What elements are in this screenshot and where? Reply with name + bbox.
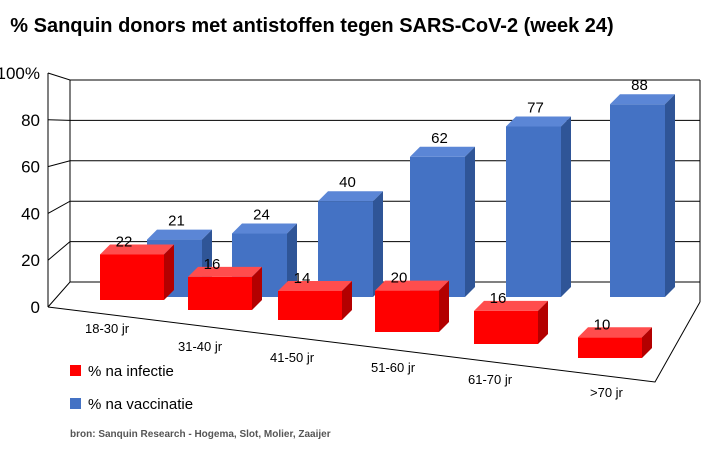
- data-label-infectie: 10: [594, 316, 611, 333]
- legend-label-infectie: % na infectie: [88, 363, 174, 380]
- bar-infectie-front: [578, 337, 642, 358]
- y-tick-label: 20: [21, 251, 40, 270]
- x-tick-label: 18-30 jr: [85, 321, 130, 336]
- bar-infectie: [100, 244, 174, 300]
- bar-vaccinatie-side: [465, 146, 475, 297]
- bar-vaccinatie-front: [410, 156, 465, 297]
- bar-infectie-front: [474, 310, 538, 344]
- bar-infectie: [375, 280, 449, 332]
- data-label-vaccinatie: 21: [168, 213, 185, 230]
- bar-infectie-side: [538, 300, 548, 344]
- bar-infectie: [188, 266, 262, 310]
- bar-infectie-side: [164, 244, 174, 300]
- bar-infectie-top: [474, 300, 548, 311]
- x-tick-label: 51-60 jr: [371, 360, 416, 375]
- bar-vaccinatie-top: [318, 191, 383, 202]
- data-label-infectie: 20: [391, 270, 408, 287]
- bar-vaccinatie: [410, 146, 475, 297]
- data-label-vaccinatie: 88: [631, 77, 648, 94]
- gridline: [47, 160, 700, 168]
- bar-infectie: [578, 327, 652, 358]
- x-tick-label: 41-50 jr: [270, 350, 315, 365]
- data-label-infectie: 14: [294, 270, 311, 287]
- bar-vaccinatie-front: [610, 104, 665, 298]
- legend-swatch-vaccinatie: [70, 398, 81, 409]
- floor-edge: [47, 301, 701, 383]
- y-tick-label: 80: [21, 111, 40, 130]
- bar-vaccinatie-top: [610, 94, 675, 105]
- y-tick-label: 100%: [0, 64, 40, 83]
- data-label-vaccinatie: 62: [431, 130, 448, 147]
- grid: [47, 72, 701, 383]
- bar-vaccinatie-side: [665, 94, 675, 298]
- bar-vaccinatie-front: [506, 126, 561, 298]
- bar-infectie-top: [278, 281, 352, 292]
- bar-vaccinatie-side: [373, 191, 383, 297]
- bar-infectie-front: [188, 276, 252, 310]
- bar-infectie-front: [375, 290, 439, 332]
- data-label-infectie: 22: [116, 233, 133, 250]
- data-label-vaccinatie: 77: [527, 99, 544, 116]
- bar-infectie-top: [100, 244, 174, 255]
- bar-infectie-top: [578, 327, 652, 338]
- legend-label-vaccinatie: % na vaccinatie: [88, 396, 193, 413]
- bar-infectie-front: [100, 254, 164, 300]
- y-tick-label: 60: [21, 158, 40, 177]
- x-tick-label: 61-70 jr: [468, 372, 513, 387]
- bar-vaccinatie-top: [410, 146, 475, 157]
- bar-infectie-top: [375, 280, 449, 291]
- source-note: bron: Sanquin Research - Hogema, Slot, M…: [70, 429, 331, 440]
- data-label-vaccinatie: 40: [339, 174, 356, 191]
- data-label-infectie: 16: [204, 256, 221, 273]
- data-label-infectie: 16: [490, 290, 507, 307]
- gridline: [47, 119, 700, 121]
- legend-swatch-infectie: [70, 365, 81, 376]
- data-label-vaccinatie: 24: [253, 207, 270, 224]
- bar-infectie-side: [642, 327, 652, 358]
- bar-vaccinatie: [506, 116, 571, 298]
- bar-vaccinatie-top: [506, 116, 571, 127]
- chart-title: % Sanquin donors met antistoffen tegen S…: [10, 15, 613, 37]
- bar-infectie-side: [342, 281, 352, 320]
- y-tick-label: 0: [31, 298, 40, 317]
- bar-infectie-front: [278, 291, 342, 320]
- y-tick-label: 40: [21, 204, 40, 223]
- bar-vaccinatie: [610, 94, 675, 298]
- bar-infectie: [278, 281, 352, 320]
- bar-infectie-top: [188, 266, 262, 277]
- bar-infectie: [474, 300, 548, 344]
- bar-vaccinatie-top: [147, 229, 212, 240]
- bar-vaccinatie-side: [561, 116, 571, 298]
- bar-infectie-side: [439, 280, 449, 332]
- bar-vaccinatie-top: [232, 223, 297, 234]
- y-axis-ticks: 0 20 40 60 80 100%: [0, 64, 40, 317]
- x-tick-label: >70 jr: [590, 385, 624, 400]
- vaccination-series: 21 24 40 62 77 88: [147, 77, 675, 298]
- infection-series: 22 16 14 20 16 10: [100, 233, 652, 358]
- bar-vaccinatie-side: [287, 223, 297, 297]
- x-tick-label: 31-40 jr: [178, 339, 223, 354]
- bar-infectie-side: [252, 266, 262, 310]
- gridline: [47, 72, 700, 81]
- x-axis-ticks: 18-30 jr 31-40 jr 41-50 jr 51-60 jr 61-70 jr…: [85, 321, 624, 400]
